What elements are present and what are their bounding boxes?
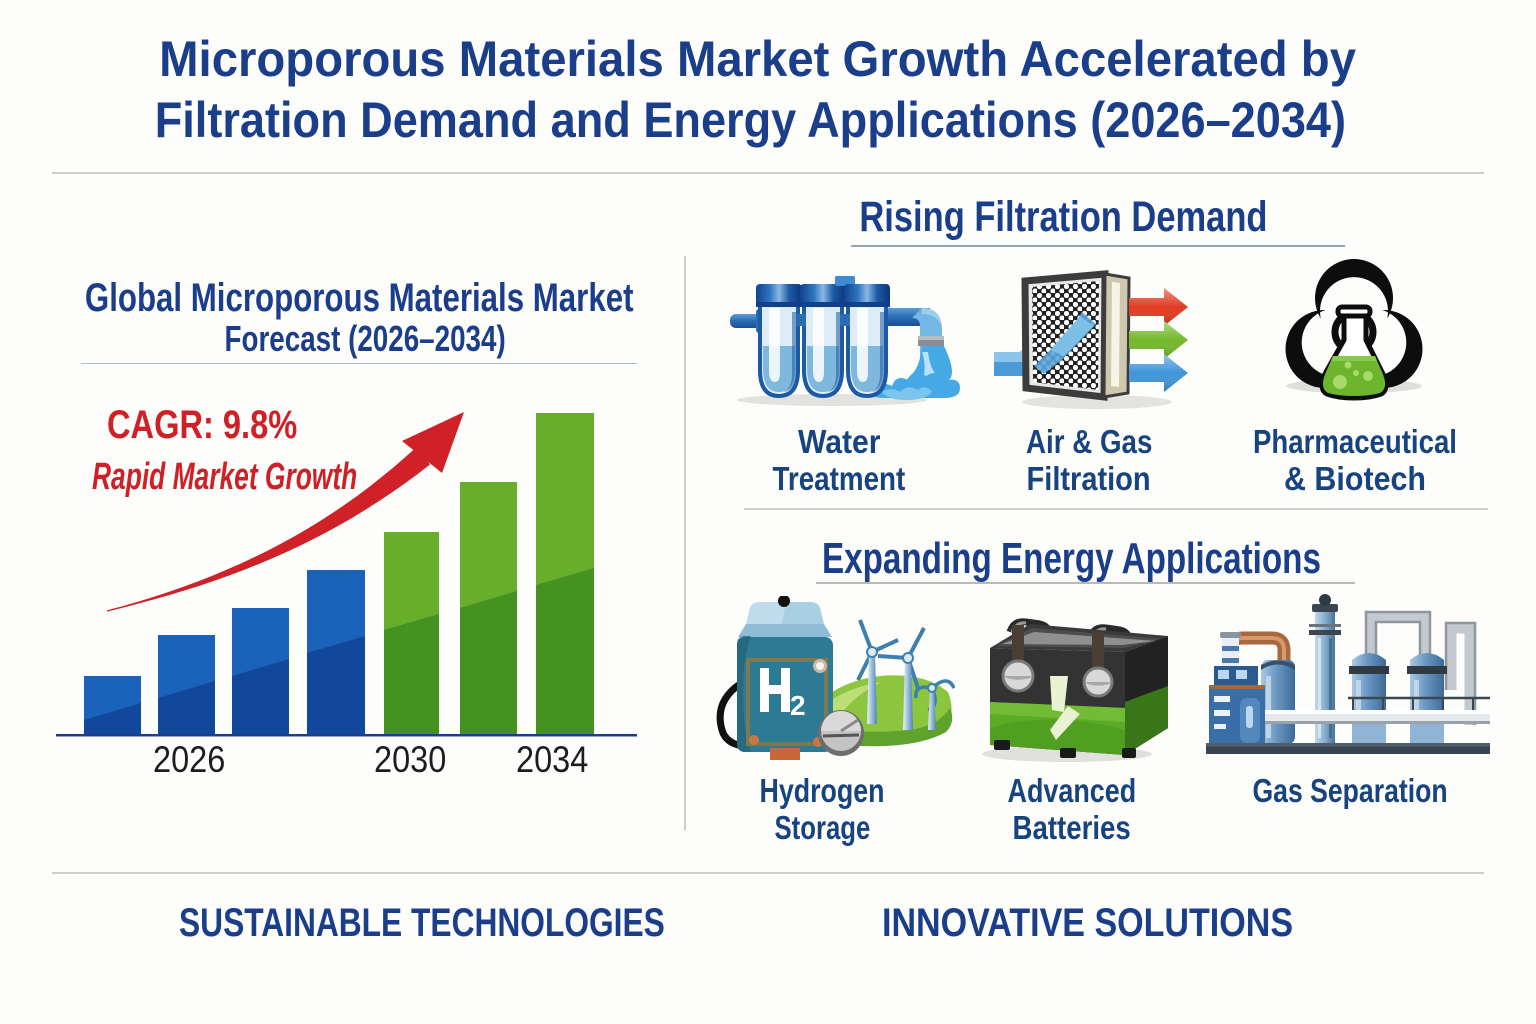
svg-text:2: 2 <box>790 690 806 721</box>
